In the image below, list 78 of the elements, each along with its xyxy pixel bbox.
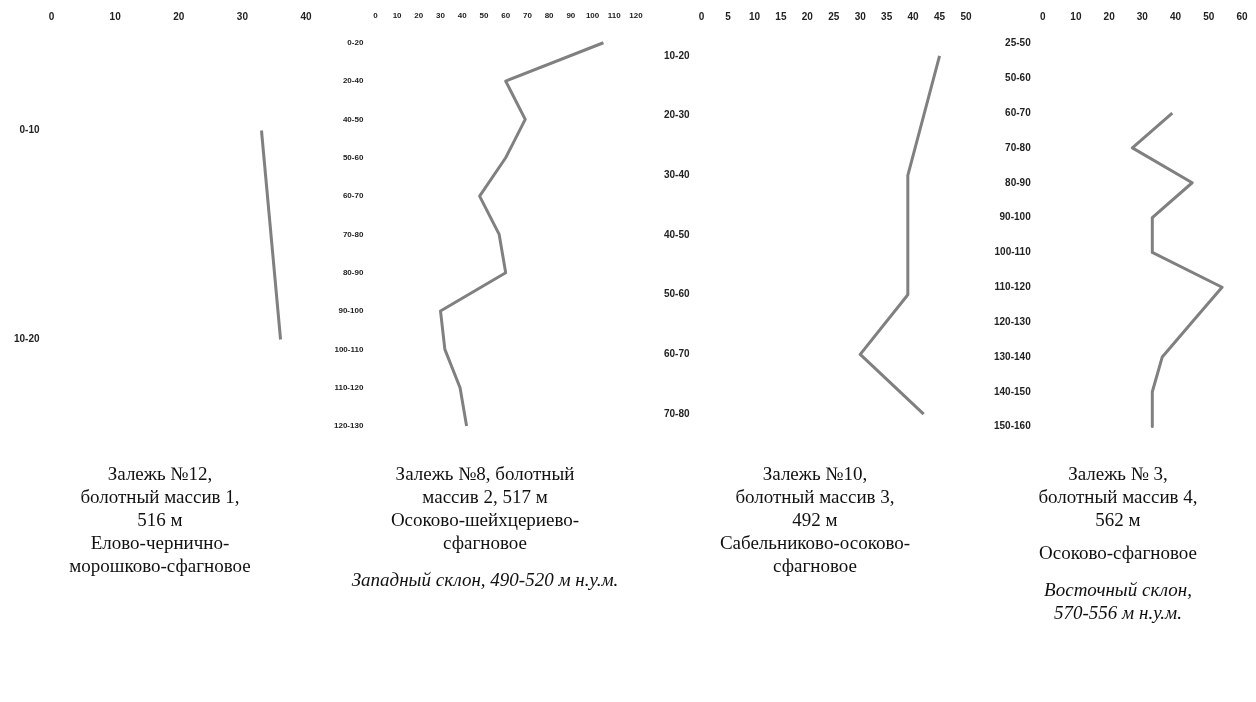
y-tick-label: 110-120 [994,281,1032,292]
y-tick-label: 70-80 [342,229,364,239]
text: Осоково-сфагновое [1038,541,1198,564]
y-tick-label: 100-110 [334,344,364,354]
y-tick-label: 140-150 [994,385,1032,397]
text: Залежь №12, болотный массив 1, 516 м [79,462,241,531]
y-tick-label: 120-130 [994,315,1032,327]
x-tick-label: 30 [1136,10,1149,22]
x-tick-label: 5 [725,10,732,22]
x-tick-label: 120 [629,11,644,20]
text: Залежь №10, болотный массив 3, 492 м [734,462,896,531]
x-tick-label: 0 [1039,10,1046,22]
x-tick-label: 10 [1070,10,1082,22]
y-tick-label: 25-50 [1005,37,1032,49]
x-tick-label: 30 [854,10,867,22]
y-tick-label: 10-20 [664,49,691,61]
x-tick-label: 40 [1170,10,1182,22]
y-tick-label: 50-60 [1005,72,1032,83]
y-tick-label: 50-60 [664,288,691,300]
y-tick-label: 90-100 [999,211,1032,223]
x-tick-label: 100 [585,11,600,20]
x-tick-label: 0 [373,11,379,20]
x-tick-label: 40 [457,11,468,20]
x-tick-label: 50 [1203,10,1215,22]
x-tick-label: 70 [522,11,533,20]
y-tick-label: 60-70 [1005,106,1032,118]
y-tick-label: 10-20 [14,333,41,345]
y-tick-label: 40-50 [664,228,691,240]
x-tick-label: 60 [1236,10,1248,22]
x-tick-label: 0 [48,10,55,22]
y-tick-label: 130-140 [994,350,1032,362]
y-tick-label: 120-130 [334,421,364,431]
x-tick-label: 40 [907,10,920,22]
x-tick-label: 15 [775,10,787,22]
y-tick-label: 30-40 [664,169,691,181]
y-tick-label: 80-90 [342,267,364,277]
y-tick-label: 60-70 [664,348,691,360]
y-tick-label: 20-30 [664,109,691,121]
y-tick-label: 70-80 [1005,141,1032,153]
y-tick-label: 150-160 [994,420,1032,432]
x-tick-label: 50 [479,11,489,20]
x-tick-label: 0 [698,10,705,22]
x-tick-label: 20 [1103,10,1116,22]
x-tick-label: 35 [881,10,893,22]
x-tick-label: 60 [501,11,511,20]
y-tick-label: 100-110 [994,246,1032,258]
x-tick-label: 10 [392,11,403,20]
x-tick-label: 10 [109,10,122,22]
y-tick-label: 80-90 [1005,176,1032,188]
x-tick-label: 20 [173,10,185,22]
x-tick-label: 25 [828,10,840,22]
y-tick-label: 0-20 [347,37,364,47]
y-tick-label: 70-80 [664,407,691,419]
y-tick-label: 110-120 [334,382,364,392]
x-tick-label: 10 [748,10,761,22]
y-tick-label: 90-100 [338,306,364,316]
text: Залежь № 3, болотный массив 4, 562 м [1037,462,1199,531]
y-tick-label: 0-10 [19,124,41,136]
x-tick-label: 30 [236,10,249,22]
x-tick-label: 20 [801,10,814,22]
x-tick-label: 20 [414,11,424,20]
text: Сабельниково-осоково-сфагновое [718,531,912,577]
x-tick-label: 90 [566,11,576,20]
text: Залежь №8, болотный массив 2, 517 м [395,462,575,508]
y-tick-label: 60-70 [342,191,364,201]
y-tick-label: 50-60 [342,152,364,162]
text: Осоково-шейхцериево-сфагновое [389,508,581,554]
text: Западный склон, 490-520 м н.у.м. [350,568,620,591]
y-tick-label: 40-50 [342,114,364,124]
x-tick-label: 50 [960,10,972,22]
x-tick-label: 30 [436,11,446,20]
text: Елово-чернично-морошково-сфагновое [68,531,252,577]
x-tick-label: 40 [300,10,312,22]
x-tick-label: 110 [607,11,622,20]
y-tick-label: 20-40 [342,76,364,86]
x-tick-label: 45 [934,10,946,22]
x-tick-label: 80 [544,11,555,20]
text: Восточный склон, 570-556 м н.у.м. [1043,578,1193,624]
